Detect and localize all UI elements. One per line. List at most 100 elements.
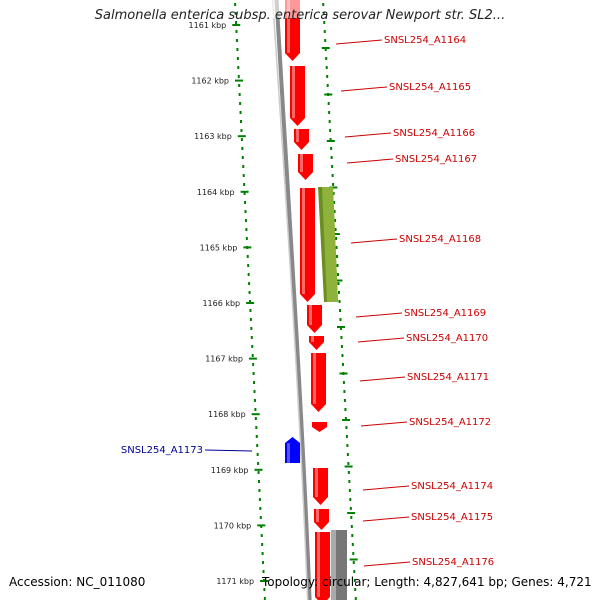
kbp-tick-label: 1161 kbp	[189, 21, 227, 30]
tick-dot	[324, 39, 327, 42]
tick-dot	[257, 462, 260, 465]
gene-arrow-snsl254_a1169[interactable]	[307, 305, 322, 333]
tick-dot	[346, 444, 349, 447]
gene-arrow-snsl254_a1166[interactable]	[294, 129, 309, 150]
gene-label[interactable]: SNSL254_A1170	[406, 333, 488, 344]
tick-dot	[341, 354, 344, 357]
label-leader-line	[346, 158, 394, 164]
tick-dot	[331, 165, 334, 168]
gene-arrow-snsl254_a1176[interactable]	[315, 532, 330, 600]
gene-arrow-snsl254_a1174[interactable]	[313, 468, 328, 505]
gene-arrow-snsl254_a1170[interactable]	[309, 336, 324, 350]
tick-dot	[353, 570, 356, 573]
label-leader-line	[359, 376, 406, 382]
tick-dot	[332, 192, 335, 195]
gene-label[interactable]: SNSL254_A1174	[411, 481, 493, 492]
tick-dot	[343, 399, 346, 402]
tick-dot	[328, 120, 331, 123]
tick-dot	[255, 435, 258, 438]
gene-highlight	[313, 353, 316, 404]
feature-layer	[318, 187, 347, 600]
feature-gray-highlight	[331, 530, 336, 600]
tick-dot	[262, 570, 265, 573]
tick-dot	[347, 462, 350, 465]
tick-dot	[263, 597, 266, 600]
gene-body[interactable]	[312, 422, 327, 432]
gene-label[interactable]: SNSL254_A1164	[384, 35, 466, 46]
tick-dot	[255, 426, 258, 429]
tick-dot	[252, 363, 255, 366]
tick-dot	[338, 309, 341, 312]
tick-dot	[251, 345, 254, 348]
gene-arrow-snsl254_a1172[interactable]	[312, 422, 327, 432]
genome-title: Salmonella enterica subsp. enterica sero…	[94, 8, 506, 23]
tick-dot	[249, 318, 252, 321]
gene-label[interactable]: SNSL254_A1175	[411, 512, 493, 523]
tick-dot	[235, 30, 238, 33]
tick-dot	[323, 21, 326, 24]
gene-highlight	[300, 154, 303, 172]
gene-label[interactable]: SNSL254_A1176	[412, 557, 494, 568]
tick-dot	[251, 354, 254, 357]
tick-dot	[325, 66, 328, 69]
tick-dot	[263, 588, 266, 591]
gene-arrow-snsl254_a1171[interactable]	[311, 353, 326, 412]
tick-dot	[237, 75, 240, 78]
minor-tick-mark	[344, 465, 353, 468]
tick-dot	[258, 489, 261, 492]
minor-tick-mark	[347, 512, 356, 514]
tick-dot	[335, 246, 338, 249]
tick-dot	[242, 174, 245, 177]
backbone-line	[274, 0, 312, 600]
gene-label[interactable]: SNSL254_A1165	[389, 82, 471, 93]
minor-tick-mark	[331, 233, 340, 235]
gene-label[interactable]: SNSL254_A1171	[407, 372, 489, 383]
gene-label[interactable]: SNSL254_A1166	[393, 128, 475, 139]
minor-tick-mark	[324, 93, 333, 96]
gene-arrow-snsl254_a1167[interactable]	[298, 154, 313, 180]
tick-dot	[259, 516, 262, 519]
label-leader-line	[362, 516, 410, 522]
tick-dot	[240, 138, 243, 141]
kbp-tick-label: 1170 kbp	[214, 521, 252, 530]
tick-dot	[334, 228, 337, 231]
backbone-layer	[271, 0, 312, 600]
kbp-tick-label: 1164 kbp	[197, 188, 235, 197]
tick-dot	[336, 255, 339, 258]
tick-dot	[325, 57, 328, 60]
gene-highlight	[311, 336, 314, 342]
gene-highlight	[287, 0, 290, 53]
kbp-tick-label: 1163 kbp	[194, 132, 232, 141]
gene-arrow-snsl254_a1165[interactable]	[290, 66, 305, 126]
tick-dot	[262, 561, 265, 564]
gene-arrow-snsl254_a1175[interactable]	[314, 509, 329, 530]
tick-dot	[244, 219, 247, 222]
tick-dot	[351, 534, 354, 537]
tick-dot	[344, 408, 347, 411]
gene-label[interactable]: SNSL254_A1169	[404, 308, 486, 319]
tick-dot	[341, 363, 344, 366]
gene-layer	[270, 0, 330, 600]
tick-dot	[352, 552, 355, 555]
gene-highlight	[296, 129, 299, 142]
tick-dot	[336, 264, 339, 267]
tick-dot	[260, 525, 263, 528]
gene-label[interactable]: SNSL254_A1167	[395, 154, 477, 165]
tick-dot	[253, 381, 256, 384]
label-leader-line	[357, 337, 405, 343]
minor-tick-mark	[342, 419, 351, 421]
gene-arrow-snsl254_a1173[interactable]	[285, 437, 300, 463]
tick-dot	[345, 426, 348, 429]
tick-dot	[337, 282, 340, 285]
tick-dot	[334, 219, 337, 222]
gene-label[interactable]: SNSL254_A1172	[409, 417, 491, 428]
tick-dot	[248, 282, 251, 285]
label-leader-line	[335, 39, 383, 45]
gene-arrow-snsl254_a1168[interactable]	[300, 188, 315, 302]
tick-dot	[254, 417, 257, 420]
kbp-tick-label: 1167 kbp	[205, 355, 243, 364]
gene-label[interactable]: SNSL254_A1168	[399, 234, 481, 245]
gene-label[interactable]: SNSL254_A1173	[121, 445, 203, 456]
tick-dot	[322, 12, 325, 15]
kbp-tick-mark	[243, 246, 252, 249]
